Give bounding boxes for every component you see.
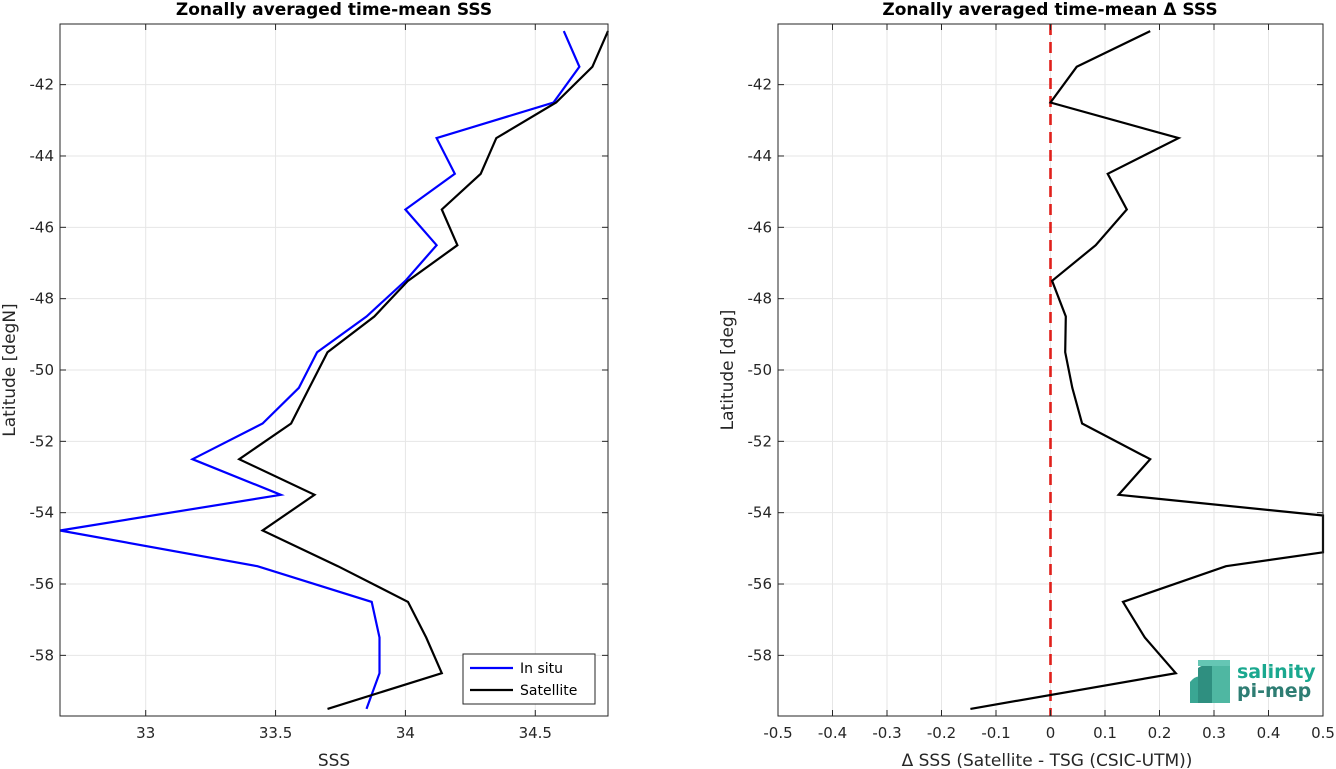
x-tick-label: 0.5 [1311, 724, 1335, 742]
x-tick-label: -0.4 [818, 724, 847, 742]
x-tick-label: -0.5 [763, 724, 792, 742]
x-tick-label: 0.4 [1257, 724, 1281, 742]
y-tick-label: -46 [748, 218, 773, 236]
logo-mark-top [1198, 660, 1230, 666]
x-tick-label: 0.1 [1093, 724, 1117, 742]
legend-box [462, 653, 596, 705]
y-tick-label: -48 [30, 290, 55, 308]
left-ticks: 33 33.5 34 34.5 -58 -56 -54 -52 -50 -48 -46 -44 -42 [30, 24, 608, 742]
y-tick-label: -46 [30, 218, 55, 236]
left-x-axis-label: SSS [318, 751, 350, 769]
x-tick-label: -0.1 [981, 724, 1010, 742]
right-y-axis-label: Latitude [deg] [718, 310, 738, 431]
x-tick-label: 34 [396, 724, 415, 742]
logo-text-line2: pi-mep [1237, 680, 1311, 702]
right-title: Zonally averaged time-mean Δ SSS [882, 0, 1217, 20]
y-tick-label: -48 [748, 290, 773, 308]
x-tick-label: 0.2 [1148, 724, 1172, 742]
left-series-layer [59, 30, 610, 710]
y-tick-label: -56 [748, 575, 773, 593]
y-tick-label: -42 [30, 76, 55, 94]
y-tick-label: -42 [748, 76, 773, 94]
y-tick-label: -54 [30, 504, 55, 522]
y-tick-label: -52 [30, 432, 55, 450]
y-tick-label: -52 [748, 432, 773, 450]
left-title: Zonally averaged time-mean SSS [176, 0, 492, 20]
series-line-satellite [237, 30, 610, 710]
x-tick-label: 33 [136, 724, 155, 742]
series-line-in-situ [59, 30, 581, 710]
right-series-layer [970, 30, 1325, 710]
series-line-delta-sss [970, 30, 1325, 710]
y-tick-label: -44 [748, 147, 773, 165]
logo-mark-wave-3 [1212, 661, 1230, 703]
y-tick-label: -58 [748, 646, 773, 664]
right-x-axis-label: Δ SSS (Satellite - TSG (CSIC-UTM)) [902, 751, 1193, 769]
legend: In situ Satellite [462, 653, 596, 705]
x-tick-label: 34.5 [519, 724, 552, 742]
legend-label-satellite: Satellite [520, 683, 577, 699]
y-tick-label: -58 [30, 646, 55, 664]
left-y-axis-label: Latitude [degN] [0, 303, 20, 436]
left-grid [60, 24, 608, 716]
y-tick-label: -44 [30, 147, 55, 165]
y-tick-label: -50 [748, 361, 773, 379]
x-tick-label: -0.2 [927, 724, 956, 742]
legend-label-in-situ: In situ [520, 661, 563, 677]
y-tick-label: -54 [748, 504, 773, 522]
y-tick-label: -56 [30, 575, 55, 593]
right-panel: -0.5 -0.4 -0.3 -0.2 -0.1 0 0.1 0.2 0.3 0.4 0.5 -58 -… [718, 0, 1335, 769]
x-tick-label: 0.3 [1202, 724, 1226, 742]
x-tick-label: 0 [1046, 724, 1056, 742]
y-tick-label: -50 [30, 361, 55, 379]
salinity-pi-mep-logo: salinity pi-mep [1190, 660, 1316, 703]
right-ticks: -0.5 -0.4 -0.3 -0.2 -0.1 0 0.1 0.2 0.3 0.4 0.5 -58 -… [748, 24, 1335, 742]
x-tick-label: -0.3 [872, 724, 901, 742]
x-tick-label: 33.5 [259, 724, 292, 742]
left-panel: 33 33.5 34 34.5-58-56-54-52-50-48-46-44-42 … [0, 0, 610, 769]
logo-text-line1: salinity [1237, 661, 1316, 683]
